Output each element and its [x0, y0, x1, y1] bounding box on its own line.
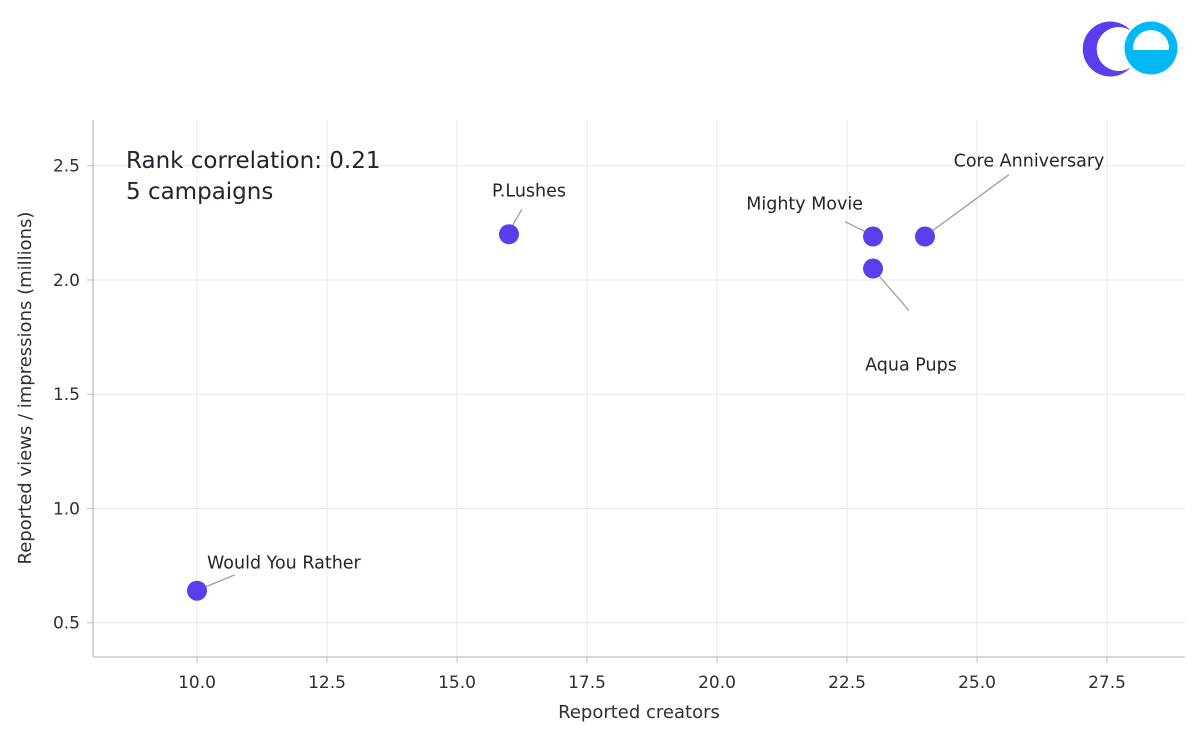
data-point: [499, 224, 519, 245]
point-label: Would You Rather: [207, 554, 362, 574]
data-point: [187, 580, 207, 601]
leader-line: [200, 574, 236, 590]
annotation-correlation: Rank correlation: 0.21: [126, 148, 380, 174]
x-tick-label: 22.5: [828, 673, 866, 693]
y-tick-label: 2.5: [53, 157, 80, 177]
y-tick-label: 1.0: [53, 499, 80, 519]
x-tick-label: 10.0: [178, 673, 216, 693]
logo-purple-shape: [1082, 21, 1131, 77]
x-tick-label: 17.5: [568, 673, 606, 693]
annotation-campaign-count: 5 campaigns: [126, 179, 273, 205]
data-point: [863, 258, 883, 279]
point-label: Core Anniversary: [954, 152, 1105, 172]
leader-line: [929, 174, 1010, 234]
x-tick-label: 27.5: [1088, 673, 1126, 693]
leaders-layer: [200, 174, 1010, 590]
x-axis-label: Reported creators: [558, 702, 720, 723]
point-label: Aqua Pups: [865, 356, 957, 376]
ticks-layer: 10.0 12.5 15.0 17.5 20.0 22.5 25.0 27.5 0.5 1.0 1.…: [53, 157, 1126, 693]
y-axis-label: Reported views / impressions (millions): [15, 212, 36, 565]
points-layer: [187, 224, 935, 601]
leader-line: [876, 273, 910, 311]
x-tick-label: 25.0: [958, 673, 996, 693]
x-tick-label: 12.5: [308, 673, 346, 693]
y-tick-label: 0.5: [53, 614, 80, 634]
logo-blue-smile: [1133, 50, 1169, 68]
labels-layer: Would You Rather P.Lushes Mighty Movie Aqua…: [207, 152, 1104, 574]
data-point: [863, 226, 883, 247]
point-label: P.Lushes: [492, 181, 566, 201]
grid-layer: [93, 120, 1185, 657]
data-point: [915, 226, 935, 247]
y-tick-label: 1.5: [53, 385, 80, 405]
x-tick-label: 15.0: [438, 673, 476, 693]
point-label: Mighty Movie: [746, 195, 863, 215]
axes-layer: [92, 120, 1185, 658]
y-tick-label: 2.0: [53, 271, 80, 291]
brand-logo: [1082, 21, 1178, 77]
x-tick-label: 20.0: [698, 673, 736, 693]
